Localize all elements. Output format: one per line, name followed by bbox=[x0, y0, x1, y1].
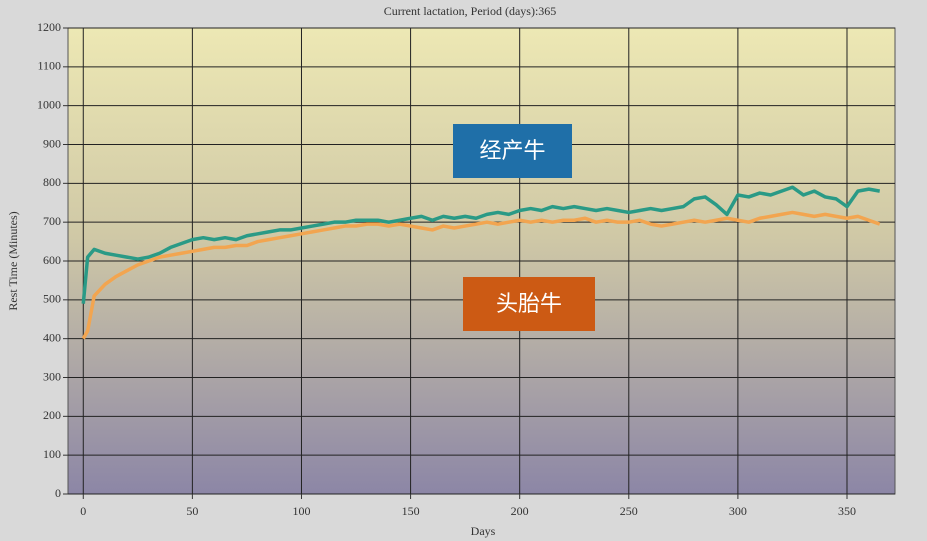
y-tick-label: 800 bbox=[43, 175, 61, 189]
x-tick-label: 150 bbox=[402, 504, 420, 518]
x-tick-label: 50 bbox=[186, 504, 198, 518]
y-tick-label: 900 bbox=[43, 136, 61, 150]
x-tick-label: 250 bbox=[620, 504, 638, 518]
legend-label: 头胎牛 bbox=[496, 292, 562, 317]
chart-subtitle: Current lactation, Period (days):365 bbox=[384, 4, 557, 18]
x-tick-label: 0 bbox=[80, 504, 86, 518]
x-tick-label: 100 bbox=[292, 504, 310, 518]
y-tick-label: 600 bbox=[43, 253, 61, 267]
x-tick-label: 300 bbox=[729, 504, 747, 518]
y-axis-label: Rest Time (Minutes) bbox=[6, 211, 20, 310]
y-tick-label: 1200 bbox=[37, 20, 61, 34]
y-tick-label: 100 bbox=[43, 447, 61, 461]
data-line bbox=[81, 210, 881, 340]
y-tick-label: 200 bbox=[43, 408, 61, 422]
y-tick-label: 1000 bbox=[37, 97, 61, 111]
y-tick-label: 1100 bbox=[37, 59, 61, 73]
data-line bbox=[81, 185, 881, 304]
x-axis-label: Days bbox=[471, 524, 496, 538]
y-tick-label: 500 bbox=[43, 292, 61, 306]
y-tick-label: 0 bbox=[55, 486, 61, 500]
legend-box bbox=[453, 124, 572, 178]
legend-label: 经产牛 bbox=[479, 139, 545, 164]
y-tick-label: 300 bbox=[43, 369, 61, 383]
legend-box bbox=[463, 277, 595, 331]
x-tick-label: 200 bbox=[511, 504, 529, 518]
y-tick-label: 700 bbox=[43, 214, 61, 228]
y-tick-label: 400 bbox=[43, 330, 61, 344]
x-tick-label: 350 bbox=[838, 504, 856, 518]
